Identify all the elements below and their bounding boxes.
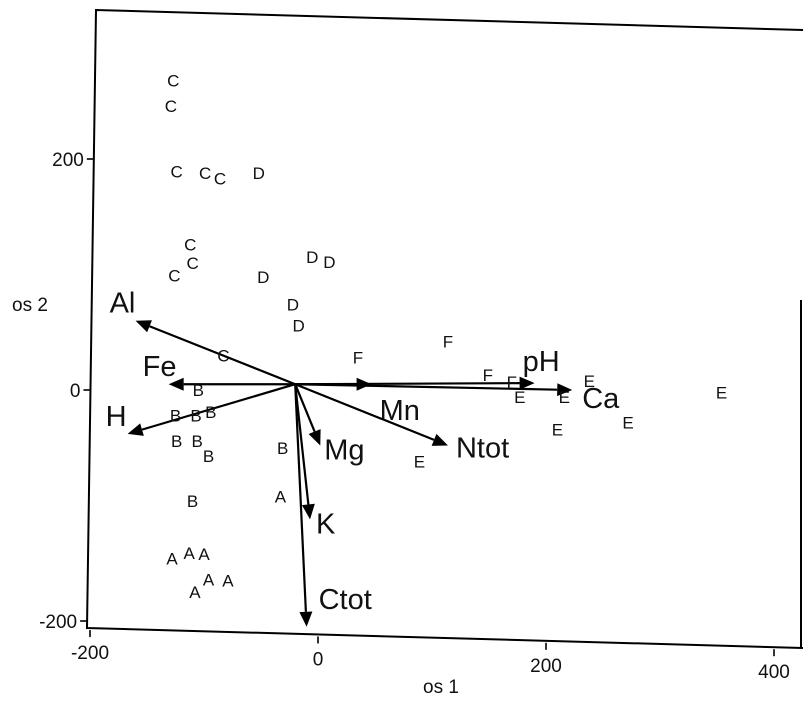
vector-ca-arrowhead	[557, 383, 573, 397]
vector-label-fe: Fe	[143, 351, 177, 383]
point-c: C	[184, 235, 196, 254]
vector-al-arrowhead	[135, 320, 152, 333]
vector-label-ctot: Ctot	[319, 584, 372, 616]
point-e: E	[584, 372, 595, 391]
x-tick-label: -200	[71, 643, 109, 664]
point-c: C	[186, 254, 198, 273]
point-c: C	[168, 267, 180, 286]
vector-ph-arrowhead	[519, 376, 535, 390]
point-c: C	[199, 164, 211, 183]
point-e: E	[716, 383, 727, 402]
y-tick-label: 200	[52, 150, 84, 171]
point-d: D	[257, 268, 269, 287]
vector-al-line	[149, 325, 296, 386]
vector-label-ca: Ca	[582, 383, 620, 415]
point-d: D	[292, 316, 304, 335]
vector-label-al: Al	[110, 288, 136, 320]
y-tick-label: -200	[39, 612, 77, 633]
point-d: D	[253, 164, 265, 183]
point-c: C	[165, 97, 177, 116]
plot-frame	[85, 8, 803, 649]
point-f: F	[443, 332, 453, 351]
vector-k-line	[294, 384, 310, 505]
vector-label-mg: Mg	[324, 434, 364, 466]
y-tick-label: 0	[70, 381, 81, 402]
point-b: B	[203, 447, 214, 466]
point-d: D	[306, 248, 318, 267]
point-b: B	[171, 432, 182, 451]
vector-ntot-arrowhead	[431, 433, 448, 446]
point-a: A	[184, 544, 196, 563]
point-b: B	[191, 432, 202, 451]
vector-ctot-line	[294, 384, 307, 612]
x-axis-title: os 1	[423, 677, 459, 698]
x-tick-label: 0	[313, 649, 324, 670]
vector-ca-line	[295, 383, 558, 391]
vector-k-arrowhead	[301, 503, 315, 520]
point-c: C	[167, 71, 179, 90]
vector-h-arrowhead	[127, 423, 144, 436]
point-b: B	[277, 439, 288, 458]
point-a: A	[189, 583, 201, 602]
point-a: A	[203, 570, 215, 589]
vector-fe-arrowhead	[168, 377, 184, 391]
vector-ntot-line	[294, 383, 435, 441]
point-c: C	[214, 170, 226, 189]
point-a: A	[198, 545, 210, 564]
point-b: B	[205, 403, 216, 422]
point-f: F	[483, 366, 493, 385]
vector-label-h: H	[106, 401, 127, 433]
point-e: E	[514, 388, 525, 407]
point-c: C	[170, 163, 182, 182]
point-e: E	[414, 453, 425, 472]
vector-label-ntot: Ntot	[456, 432, 509, 464]
y-axis-title: os 2	[12, 295, 48, 316]
vector-label-k: K	[316, 508, 336, 540]
vector-label-mn: Mn	[380, 395, 420, 427]
x-tick-label: 400	[758, 662, 790, 683]
point-a: A	[222, 572, 234, 591]
point-b: B	[187, 492, 198, 511]
point-b: B	[193, 381, 204, 400]
point-d: D	[323, 253, 335, 272]
point-c: C	[217, 346, 229, 365]
point-b: B	[170, 406, 181, 425]
point-e: E	[622, 413, 633, 432]
point-f: F	[507, 373, 517, 392]
vector-h-line	[141, 383, 296, 431]
vector-ctot-arrowhead	[299, 611, 313, 627]
vector-mg-line	[294, 383, 316, 432]
axes: -200 0 200 400 -200 0 200	[39, 150, 790, 683]
point-e: E	[552, 420, 563, 439]
vector-mg-arrowhead	[308, 429, 321, 446]
point-e: E	[559, 388, 570, 407]
x-tick-label: 200	[530, 656, 562, 677]
point-a: A	[166, 550, 178, 569]
point-d: D	[287, 296, 299, 315]
point-a: A	[275, 487, 287, 506]
vector-label-ph: pH	[523, 346, 560, 378]
point-b: B	[190, 406, 201, 425]
point-f: F	[353, 349, 363, 368]
